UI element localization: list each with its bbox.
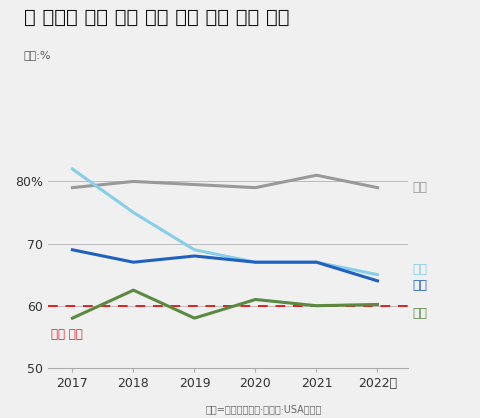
Text: 공군: 공군 [413,181,428,194]
Text: 단위:%: 단위:% [24,50,51,60]
Text: 해병: 해병 [413,263,428,276]
Text: 해군: 해군 [413,279,428,292]
Text: 미 국방부 모집 신병 평균 이상 점수 받은 비율: 미 국방부 모집 신병 평균 이상 점수 받은 비율 [24,8,289,27]
Text: 평균 점수: 평균 점수 [51,328,83,341]
Text: 자료=미의회조사국·국방부·USA투데이: 자료=미의회조사국·국방부·USA투데이 [206,404,322,414]
Text: 육군: 육군 [413,307,428,320]
